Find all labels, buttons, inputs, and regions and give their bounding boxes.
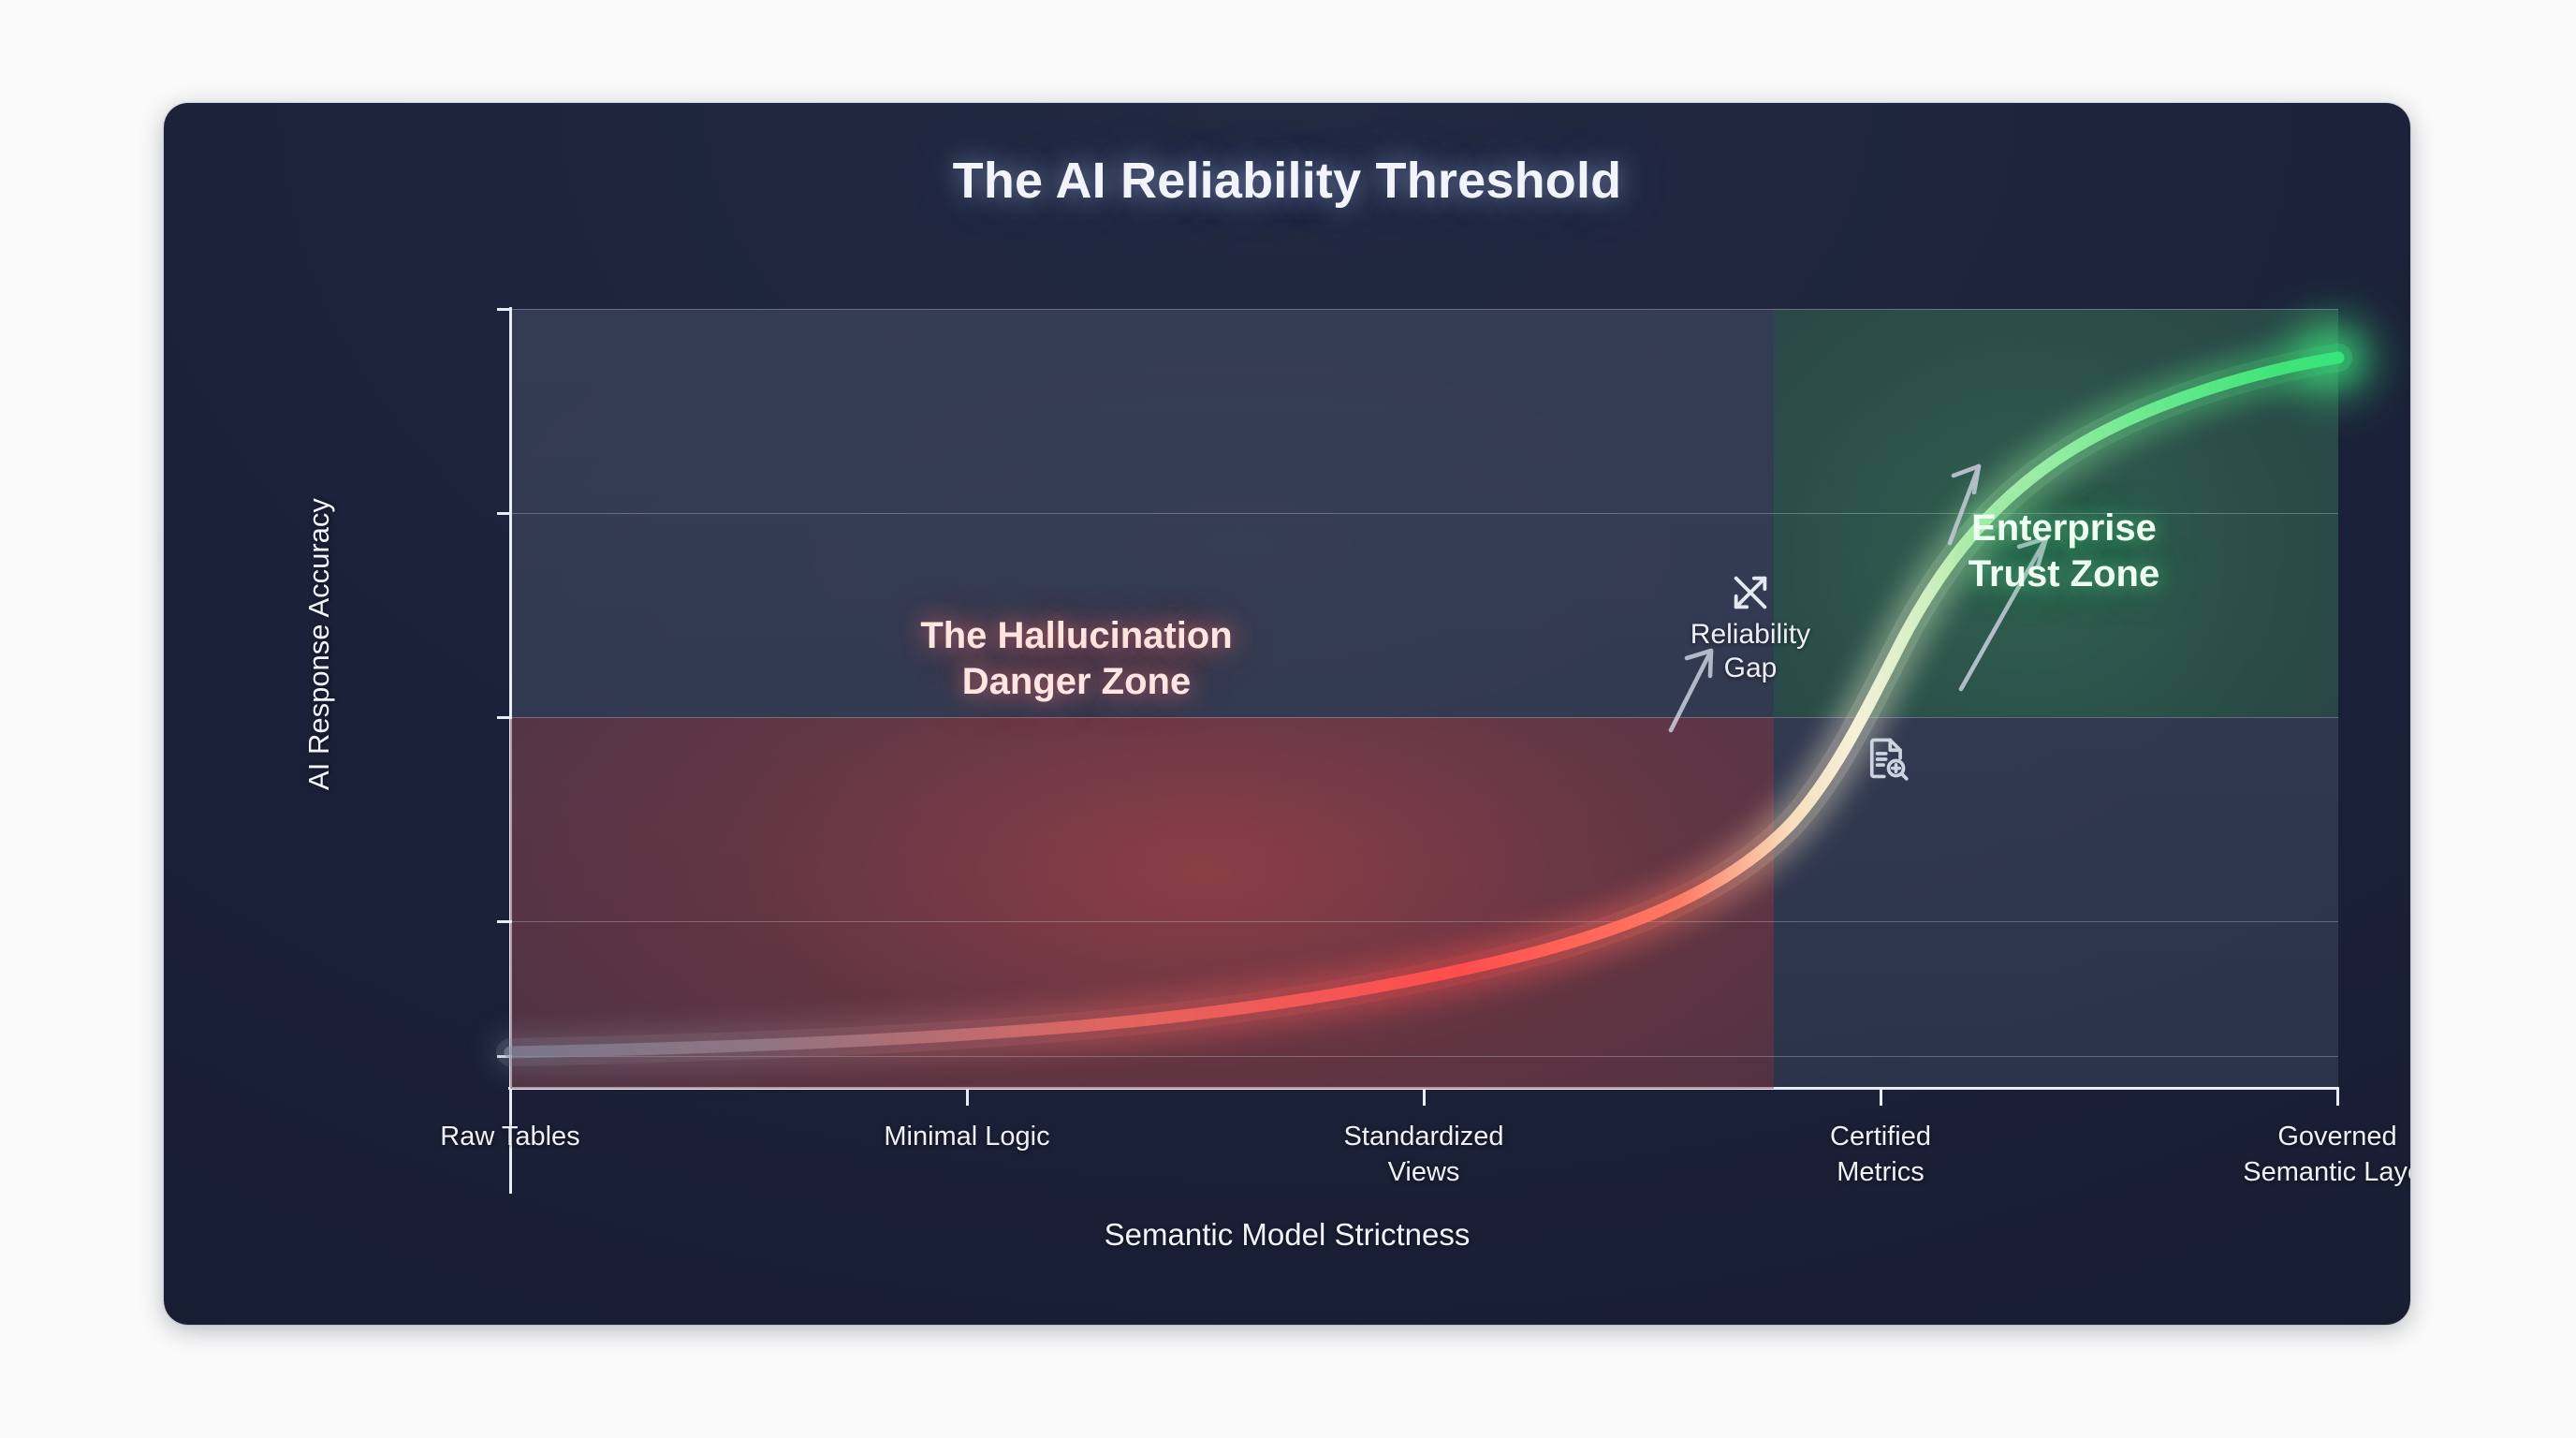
y-axis-title: AI Response Accuracy	[302, 498, 335, 790]
danger-zone-label: The Hallucination Danger Zone	[920, 615, 1233, 702]
trend-arrows	[1668, 463, 2049, 733]
reliability-curve	[496, 317, 2375, 1066]
xlabel-raw-tables: Raw Tables	[440, 1122, 580, 1152]
chart-title: The AI Reliability Threshold	[952, 153, 1622, 209]
gridline-trusted-insight	[510, 309, 2338, 310]
gridline-unreliable-output	[510, 921, 2338, 922]
xtick-standardized-views	[1423, 1090, 1426, 1106]
xtick-certified-metrics	[1880, 1090, 1882, 1106]
xlabel-governed-semantic-layer: Governed Semantic Layer	[2243, 1122, 2410, 1187]
gridline-partial-accuracy	[510, 717, 2338, 718]
reliability-gap-label: Reliability Gap	[1690, 619, 1811, 683]
chart-card: The AI Reliability Threshold The Halluci…	[164, 103, 2410, 1325]
x-axis-title: Semantic Model Strictness	[1104, 1217, 1471, 1252]
gridline-hallucination	[510, 1056, 2338, 1057]
xlabel-certified-metrics: Certified Metrics	[1830, 1122, 1931, 1187]
plot-area: The Hallucination Danger Zone Enterprise…	[496, 309, 2375, 1089]
xlabel-minimal-logic: Minimal Logic	[884, 1122, 1050, 1152]
reliability-gap-annotation: Reliability Gap	[1643, 571, 1858, 685]
xtick-minimal-logic	[966, 1090, 969, 1106]
trust-zone-label: Enterprise Trust Zone	[1968, 507, 2160, 594]
xtick-governed-semantic-layer	[2336, 1090, 2339, 1106]
resize-diagonal-icon	[1734, 576, 1767, 609]
ytick-factually-correct	[497, 512, 512, 515]
document-search-icon	[1869, 738, 1909, 781]
xlabel-standardized-views: Standardized Views	[1343, 1122, 1504, 1187]
ytick-trusted-insight	[497, 308, 512, 311]
xtick-raw-tables	[509, 1090, 512, 1106]
ytick-partial-accuracy	[497, 716, 512, 719]
ytick-unreliable-output	[497, 920, 512, 923]
gridline-factually-correct	[510, 513, 2338, 514]
